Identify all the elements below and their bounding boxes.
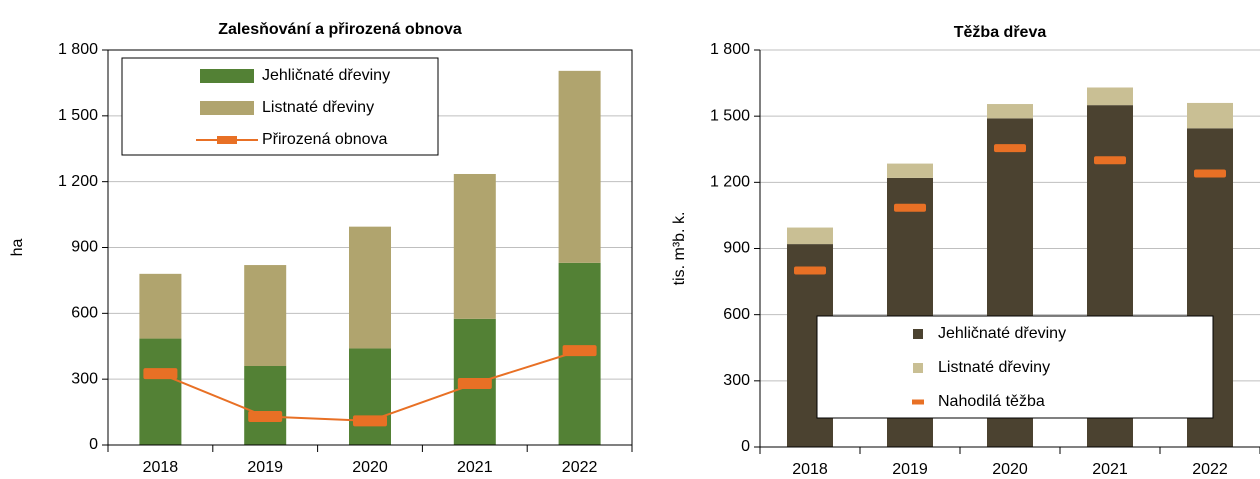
y-tick-label: 900 [723, 240, 750, 257]
bar-segment [349, 348, 391, 445]
marker [1194, 169, 1226, 178]
marker [248, 410, 283, 422]
legend-swatch [913, 329, 923, 339]
y-tick-label: 1 500 [58, 107, 98, 124]
bar-segment [139, 273, 182, 339]
legend-swatch [913, 363, 923, 373]
chart-title: Těžba dřeva [954, 24, 1047, 41]
x-tick-label: 2020 [992, 461, 1028, 478]
y-tick-label: 0 [741, 438, 750, 455]
y-tick-label: 1 800 [58, 41, 98, 58]
y-tick-label: 1 200 [58, 173, 98, 190]
bar-segment [453, 173, 496, 319]
x-tick-label: 2022 [1192, 461, 1228, 478]
bar-segment [244, 366, 287, 445]
marker [457, 378, 492, 390]
y-tick-label: 300 [723, 372, 750, 389]
bar-segment [887, 163, 933, 178]
legend-label: Přirozená obnova [262, 131, 388, 148]
bar-segment [787, 227, 833, 245]
legend-label: Jehličnaté dřeviny [938, 325, 1066, 342]
x-tick-label: 2018 [792, 461, 828, 478]
marker [894, 203, 926, 212]
legend-label: Nahodilá těžba [938, 393, 1045, 410]
bar-segment [349, 226, 391, 349]
marker [994, 144, 1026, 153]
y-tick-label: 1 500 [710, 107, 750, 124]
x-tick-label: 2021 [457, 459, 493, 476]
legend-box [121, 57, 439, 156]
legend-marker [912, 399, 924, 405]
y-tick-label: 600 [71, 305, 98, 322]
legend-label: Listnaté dřeviny [938, 359, 1050, 376]
bar-segment [244, 265, 287, 366]
bar-segment [558, 70, 601, 263]
x-tick-label: 2022 [562, 459, 598, 476]
y-tick-label: 1 800 [710, 41, 750, 58]
x-tick-label: 2021 [1092, 461, 1128, 478]
bar-segment [1087, 87, 1133, 106]
bar-segment [139, 338, 182, 445]
x-tick-label: 2019 [247, 459, 283, 476]
x-tick-label: 2018 [143, 459, 179, 476]
marker [353, 415, 387, 427]
marker [794, 266, 826, 275]
x-tick-label: 2020 [352, 459, 388, 476]
bar-segment [1187, 102, 1233, 129]
legend-marker [217, 136, 237, 144]
y-tick-label: 600 [723, 306, 750, 323]
y-tick-label: 1 200 [710, 174, 750, 191]
marker [1094, 156, 1126, 165]
marker [562, 345, 597, 357]
legend-swatch [200, 101, 254, 115]
legend-label: Listnaté dřeviny [262, 99, 374, 116]
legend-box [816, 315, 1214, 419]
chart-title: Zalesňování a přirozená obnova [218, 21, 462, 38]
y-tick-label: 900 [71, 239, 98, 256]
legend-swatch [200, 69, 254, 83]
y-axis-label: ha [9, 239, 26, 257]
y-axis-label: tis. m³b. k. [671, 212, 688, 286]
y-tick-label: 0 [89, 436, 98, 453]
y-tick-label: 300 [71, 370, 98, 387]
marker [143, 368, 178, 380]
x-tick-label: 2019 [892, 461, 928, 478]
legend-label: Jehličnaté dřeviny [262, 67, 390, 84]
bar-segment [987, 104, 1033, 119]
